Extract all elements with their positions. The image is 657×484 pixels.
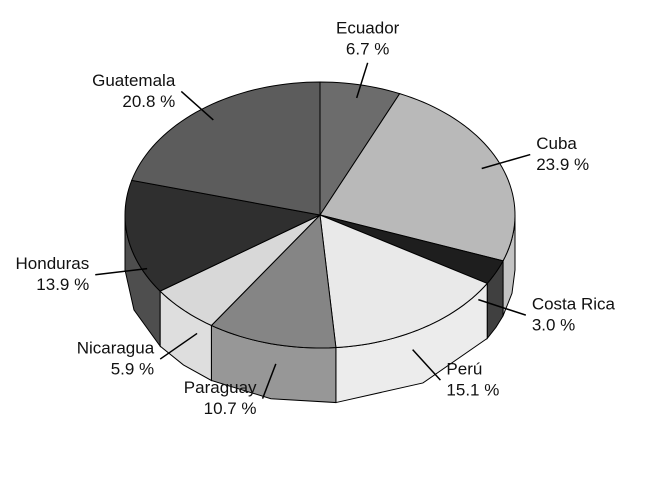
slice-value-label: 20.8 % <box>122 92 175 111</box>
slice-value-label: 6.7 % <box>346 39 389 58</box>
leader-line <box>355 62 369 99</box>
slice-value-label: 23.9 % <box>536 155 589 174</box>
slice-value-label: 13.9 % <box>36 275 89 294</box>
slice-label: Honduras <box>16 254 90 273</box>
leader-line <box>95 267 148 276</box>
leader-line <box>180 90 214 121</box>
pie-slice <box>124 179 322 292</box>
slice-value-label: 5.9 % <box>111 360 154 379</box>
slice-label: Guatemala <box>92 71 176 90</box>
leader-line <box>261 363 277 399</box>
pie-slice <box>319 214 504 285</box>
slice-label: Perú <box>446 360 482 379</box>
slice-label: Cuba <box>536 134 577 153</box>
pie-slice <box>159 214 321 327</box>
slice-label: Ecuador <box>336 18 400 37</box>
slice-label: Paraguay <box>184 378 257 397</box>
leader-line <box>412 349 441 381</box>
leader-line <box>478 298 527 316</box>
pie-slice <box>319 214 489 349</box>
leader-line <box>159 332 198 360</box>
slice-value-label: 15.1 % <box>446 381 499 400</box>
slice-label: Costa Rica <box>532 295 616 314</box>
slice-label: Nicaragua <box>77 339 155 358</box>
slice-value-label: 10.7 % <box>204 399 257 418</box>
leader-line <box>481 153 531 170</box>
pie-slice <box>210 213 337 349</box>
slice-value-label: 3.0 % <box>532 316 575 335</box>
